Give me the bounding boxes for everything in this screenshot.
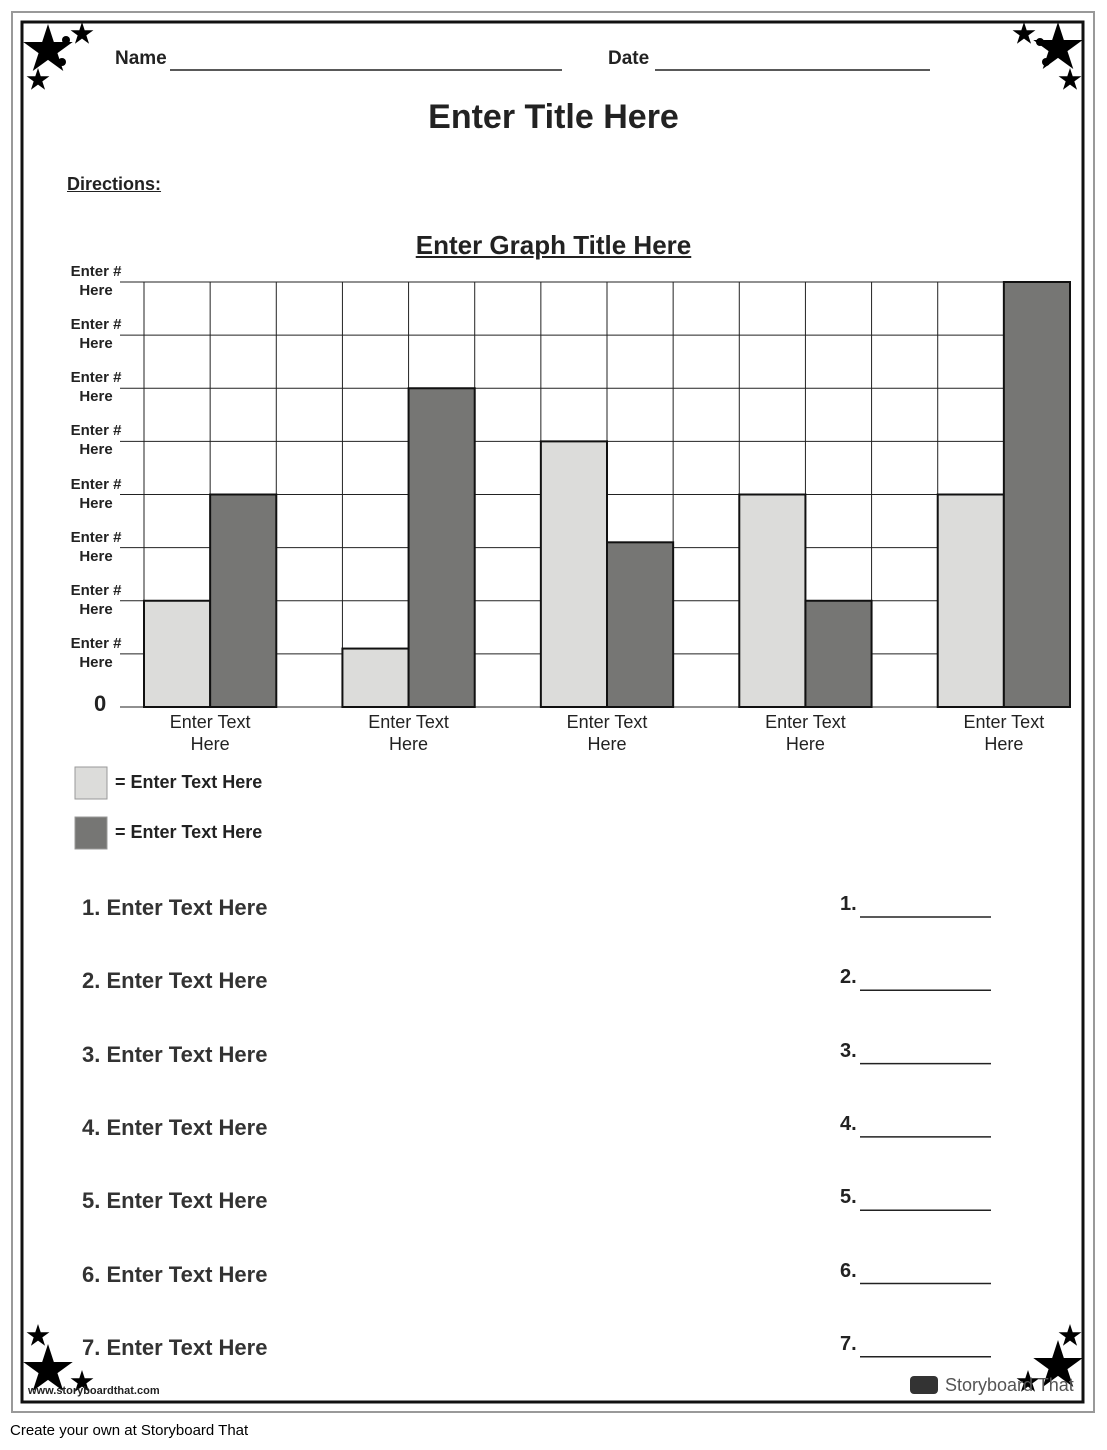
- inner-border: [20, 20, 1085, 1404]
- answer-number: 3.: [840, 1039, 857, 1062]
- outer-border: [11, 11, 1095, 1413]
- y-tick-label: Enter # Here: [70, 475, 122, 512]
- bar: [341, 647, 410, 708]
- legend-swatch: [74, 766, 108, 800]
- answer-number: 1.: [840, 893, 857, 915]
- date-label: Date: [608, 48, 650, 69]
- y-tick-label: Enter # Here: [70, 422, 122, 459]
- y-tick-label: Enter # Here: [70, 263, 122, 299]
- bar: [1002, 281, 1071, 708]
- title: Enter Title Here: [428, 98, 679, 136]
- answer-number: 7.: [840, 1332, 857, 1355]
- name-label: Name: [115, 48, 167, 69]
- x-tick-label: Enter Text Here: [169, 712, 251, 754]
- question: 6. Enter Text Here: [82, 1261, 268, 1287]
- y-tick-label: 0: [94, 691, 107, 716]
- footer-url: www.storyboardthat.com: [28, 1385, 160, 1397]
- bar: [407, 387, 476, 708]
- y-tick-label: Enter # Here: [70, 581, 122, 618]
- bar: [209, 493, 278, 708]
- answer-number: 4.: [840, 1112, 857, 1135]
- y-tick-label: Enter # Here: [70, 369, 122, 406]
- legend-swatch: [74, 816, 108, 850]
- question: 7. Enter Text Here: [82, 1334, 268, 1360]
- footer-brand: Storyboard That: [945, 1375, 1074, 1395]
- question: 4. Enter Text Here: [82, 1114, 268, 1140]
- graph-title: Enter Graph Title Here: [415, 230, 692, 260]
- answer-number: 6.: [840, 1259, 857, 1282]
- bar: [936, 493, 1005, 708]
- y-tick-label: Enter # Here: [70, 634, 122, 671]
- legend-label: = Enter Text Here: [115, 772, 263, 792]
- x-tick-label: Enter Text Here: [368, 712, 449, 754]
- y-tick-label: Enter # Here: [70, 316, 122, 353]
- question: 3. Enter Text Here: [82, 1041, 268, 1067]
- bar: [738, 493, 807, 708]
- corner-stars: [23, 22, 1083, 1392]
- bar: [606, 541, 675, 708]
- y-tick-label: Enter # Here: [70, 528, 122, 565]
- directions: Directions:: [67, 174, 162, 194]
- bar: [539, 440, 608, 708]
- footer-credit: Create your own at Storyboard That: [10, 1422, 249, 1439]
- x-tick-label: Enter Text Here: [566, 712, 648, 754]
- question: 1. Enter Text Here: [82, 895, 268, 920]
- answer-number: 2.: [840, 966, 857, 989]
- legend-label: = Enter Text Here: [115, 822, 263, 842]
- question: 2. Enter Text Here: [82, 968, 268, 994]
- bar: [804, 599, 873, 708]
- brand-icon: [910, 1376, 938, 1394]
- answer-number: 5.: [840, 1186, 857, 1209]
- question: 5. Enter Text Here: [82, 1188, 268, 1214]
- bar: [143, 599, 212, 708]
- x-tick-label: Enter Text Here: [963, 712, 1045, 754]
- x-tick-label: Enter Text Here: [765, 712, 846, 754]
